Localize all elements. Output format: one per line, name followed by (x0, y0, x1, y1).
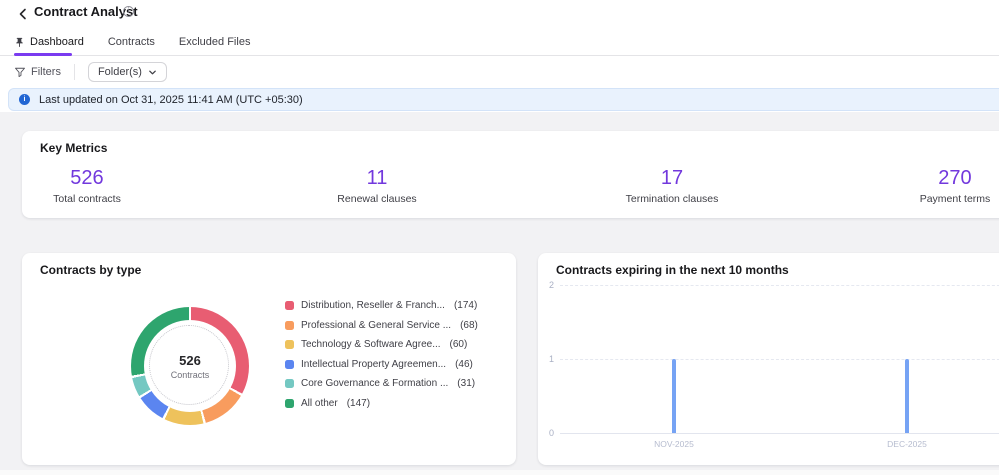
legend-label: All other (301, 397, 338, 409)
metric-value: 270 (938, 167, 972, 189)
legend-item[interactable]: Intellectual Property Agreemen... (46) (285, 359, 478, 370)
legend-label: Distribution, Reseller & Franch... (301, 300, 445, 311)
contracts-expiring-card: Contracts expiring in the next 10 months… (538, 253, 999, 465)
bar (905, 359, 909, 433)
y-tick: 0 (548, 428, 554, 438)
y-tick: 2 (548, 280, 554, 290)
key-metrics-card: Key Metrics 526 Total contracts 11 Renew… (22, 131, 999, 218)
tab-excluded-files-label: Excluded Files (178, 36, 251, 48)
legend-count: (46) (455, 358, 473, 370)
banner-info-icon: i (19, 94, 30, 105)
legend-item[interactable]: All other (147) (285, 398, 478, 409)
info-icon[interactable]: i (123, 6, 134, 17)
legend-swatch (285, 320, 294, 330)
legend-swatch (285, 359, 294, 369)
active-tab-underline (14, 53, 72, 56)
metric-label: Total contracts (53, 193, 121, 205)
metric-label: Renewal clauses (337, 193, 417, 205)
legend-count: (68) (460, 319, 478, 331)
legend-swatch (285, 398, 294, 408)
legend-item[interactable]: Core Governance & Formation ... (31) (285, 378, 478, 389)
pin-icon (14, 37, 25, 48)
folder-dropdown[interactable]: Folder(s) (87, 62, 167, 82)
legend-label: Intellectual Property Agreemen... (301, 358, 447, 370)
metric-label: Termination clauses (625, 193, 719, 205)
metric-termination-clauses: 17 Termination clauses (626, 167, 719, 205)
tab-dashboard-label: Dashboard (30, 36, 84, 48)
bar (672, 359, 676, 433)
metric-value: 526 (70, 167, 104, 189)
legend-count: (147) (346, 397, 371, 409)
metric-label: Payment terms (919, 193, 991, 205)
back-button[interactable] (16, 7, 30, 21)
key-metrics-title: Key Metrics (40, 141, 108, 155)
legend-item[interactable]: Technology & Software Agree... (60) (285, 339, 478, 350)
x-tick: NOV-2025 (654, 439, 694, 449)
legend-count: (174) (453, 300, 478, 311)
filters-button[interactable]: Filters (14, 66, 61, 78)
folder-dropdown-label: Folder(s) (97, 66, 142, 78)
bar-dec-2025[interactable] (905, 359, 909, 433)
bar-nov-2025[interactable] (672, 359, 676, 433)
header: Contract Analyst i (0, 0, 999, 30)
filters-label: Filters (31, 66, 61, 78)
donut-center: 526 Contracts (144, 320, 236, 412)
chevron-down-icon (148, 68, 157, 77)
x-axis-line (560, 433, 999, 434)
legend-swatch (285, 301, 294, 310)
page-title: Contract Analyst (34, 4, 138, 19)
legend-count: (31) (457, 378, 476, 389)
contracts-by-type-card: Contracts by type 526 Contracts Distribu… (22, 253, 516, 465)
donut-legend: Distribution, Reseller & Franch... (174)… (285, 300, 478, 417)
legend-swatch (285, 379, 294, 388)
tab-bar: Dashboard Contracts Excluded Files (14, 36, 250, 57)
metric-payment-terms: 270 Payment terms (920, 167, 991, 205)
last-updated-banner: i Last updated on Oct 31, 2025 11:41 AM … (8, 88, 999, 111)
toolbar-divider (73, 64, 75, 80)
legend-label: Professional & General Service ... (301, 319, 452, 331)
y-tick: 1 (548, 354, 554, 364)
legend-label: Technology & Software Agree... (301, 339, 441, 350)
legend-item[interactable]: Professional & General Service ... (68) (285, 320, 478, 331)
metric-total-contracts: 526 Total contracts (53, 167, 121, 205)
legend-count: (60) (449, 339, 468, 350)
contracts-expiring-title: Contracts expiring in the next 10 months (556, 263, 789, 277)
last-updated-text: Last updated on Oct 31, 2025 11:41 AM (U… (39, 93, 303, 106)
tab-excluded-files[interactable]: Excluded Files (179, 36, 251, 57)
x-tick: DEC-2025 (887, 439, 927, 449)
metric-value: 17 (660, 167, 684, 189)
filter-toolbar: Filters Folder(s) (14, 62, 167, 82)
legend-item[interactable]: Distribution, Reseller & Franch... (174) (285, 300, 478, 311)
tab-contracts[interactable]: Contracts (108, 36, 155, 57)
bottom-strip (0, 470, 999, 475)
chevron-left-icon (16, 7, 30, 21)
tab-dashboard[interactable]: Dashboard (14, 36, 84, 57)
tab-contracts-label: Contracts (107, 36, 155, 48)
gridline-2 (560, 285, 999, 286)
metric-renewal-clauses: 11 Renewal clauses (337, 167, 416, 205)
tab-bar-divider (0, 55, 999, 56)
gridline-1 (560, 359, 999, 360)
contracts-by-type-title: Contracts by type (40, 263, 142, 277)
donut-ring[interactable]: 526 Contracts (131, 307, 249, 425)
funnel-icon (14, 66, 26, 78)
metric-value: 11 (366, 167, 388, 189)
legend-swatch (285, 340, 294, 349)
legend-label: Core Governance & Formation ... (301, 378, 449, 389)
donut-dotted-circle (149, 325, 229, 405)
